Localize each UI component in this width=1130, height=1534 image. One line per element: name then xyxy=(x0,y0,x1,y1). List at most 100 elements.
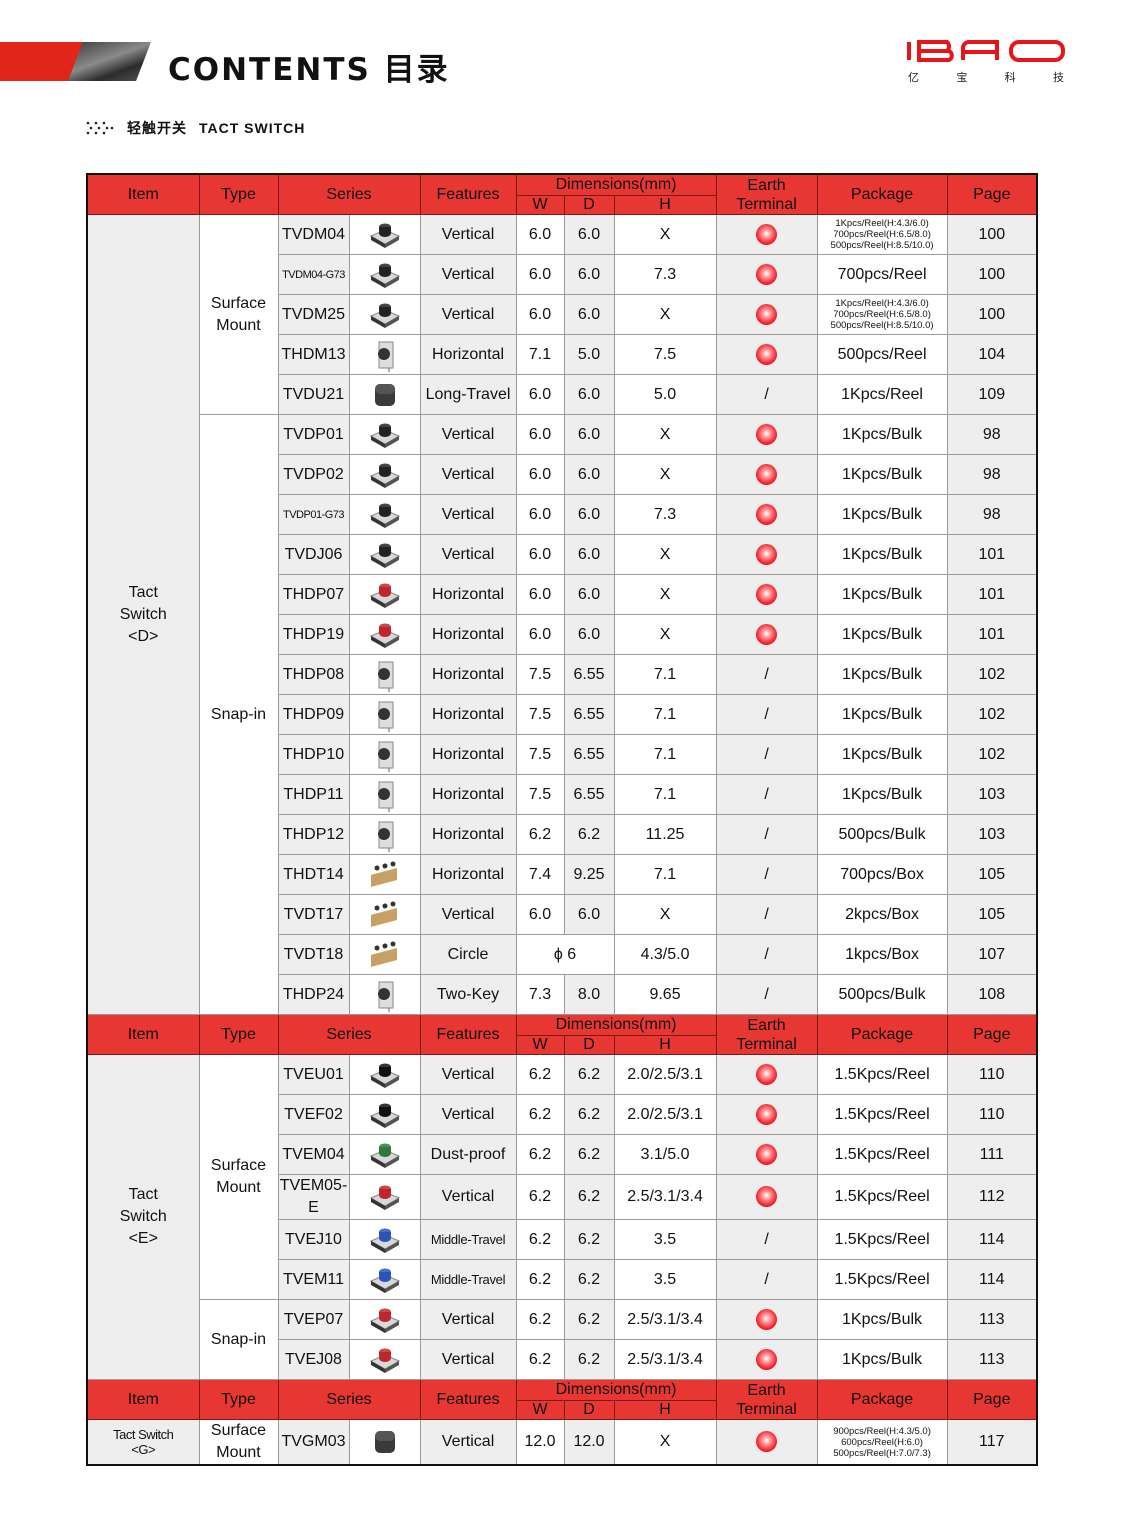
black-cap-switch-icon xyxy=(369,1103,400,1128)
dimension-w: 6.0 xyxy=(515,414,565,455)
dimension-h: X xyxy=(613,454,717,495)
product-image xyxy=(348,414,421,455)
product-image xyxy=(348,454,421,495)
page-number: 110 xyxy=(946,1094,1038,1135)
table-row: TVEJ10 Middle-Travel 6.2 6.2 3.5/1.5Kpcs/Ree… xyxy=(87,1219,1038,1260)
dimension-h: 3.5 xyxy=(613,1219,717,1260)
dimension-w: 6.2 xyxy=(515,814,565,855)
product-image xyxy=(348,614,421,655)
dimension-d: 6.2 xyxy=(563,1259,615,1300)
dimension-h: X xyxy=(613,614,717,655)
package-cell: 1Kpcs/Bulk xyxy=(816,694,948,735)
dimension-w: 6.0 xyxy=(515,534,565,575)
dimension-w: 6.0 xyxy=(515,454,565,495)
header-page: Page xyxy=(946,1014,1038,1055)
dip-black-switch-icon xyxy=(369,423,400,448)
earth-terminal-dot-icon xyxy=(756,463,778,485)
earth-terminal-cell xyxy=(715,574,818,615)
package-cell: 1Kpcs/Bulk xyxy=(816,414,948,455)
contents-table: Item Type Series Features Dimensions(mm) Eart… xyxy=(86,173,1039,1466)
features-cell: Vertical xyxy=(419,214,517,255)
features-cell: Horizontal xyxy=(419,574,517,615)
page-number: 101 xyxy=(946,534,1038,575)
table-row: TVEM04 Dust-proof 6.2 6.2 3.1/5.0 1.5Kpcs/Ree… xyxy=(87,1134,1038,1175)
dimension-d: 6.55 xyxy=(563,734,615,775)
earth-terminal-cell: / xyxy=(715,934,818,975)
package-cell: 1Kpcs/Reel(H:4.3/6.0) 700pcs/Reel(H:6.5/8… xyxy=(816,294,948,335)
page-number: 101 xyxy=(946,574,1038,615)
package-cell: 1Kpcs/Bulk xyxy=(816,1299,948,1340)
package-cell: 1Kpcs/Bulk xyxy=(816,614,948,655)
package-cell: 1Kpcs/Bulk xyxy=(816,534,948,575)
earth-terminal-dot-icon xyxy=(756,1348,778,1370)
page-number: 105 xyxy=(946,894,1038,935)
table-row: Tact Switch <D> Surface Mount TVDM04 Vertic… xyxy=(86,214,1038,1015)
product-image xyxy=(348,574,421,615)
features-cell: Circle xyxy=(419,934,517,975)
item-cell: Tact Switch <E> xyxy=(86,1054,200,1380)
dimension-w: 6.2 xyxy=(515,1259,565,1300)
product-image xyxy=(348,694,421,735)
dimension-h: X xyxy=(613,1419,717,1466)
package-cell: 900pcs/Reel(H:4.3/5.0) 600pcs/Reel(H:6.0)… xyxy=(816,1419,948,1466)
header-type: Type xyxy=(198,1014,279,1055)
header-earth: Earth Terminal xyxy=(715,1014,818,1055)
earth-terminal-cell: / xyxy=(715,654,818,695)
package-line: 500pcs/Reel(H:8.5/10.0) xyxy=(830,320,934,331)
page-number: 108 xyxy=(946,974,1038,1015)
table-row: Tact Switch <G> Surface Mount TVGM03 Vertic… xyxy=(86,1419,1038,1466)
product-image xyxy=(348,494,421,535)
type-cell: Surface Mount xyxy=(198,1419,279,1466)
dimension-d: 6.0 xyxy=(563,414,615,455)
series-name: TVEF02 xyxy=(277,1094,350,1135)
earth-terminal-dot-icon xyxy=(756,1063,778,1085)
type-cell: Snap-in xyxy=(198,1299,279,1380)
dimension-h: 7.5 xyxy=(613,334,717,375)
section-heading: 轻触开关 TACT SWITCH xyxy=(85,118,305,138)
earth-terminal-cell xyxy=(715,454,818,495)
header-d: D xyxy=(563,1035,615,1055)
features-cell: Vertical xyxy=(419,294,517,335)
item-cell: Tact Switch <G> xyxy=(86,1419,200,1466)
dimension-h: 5.0 xyxy=(613,374,717,415)
horizontal-switch-icon xyxy=(377,701,393,732)
dimension-d: 6.2 xyxy=(563,1339,615,1380)
smd-black-switch-icon xyxy=(369,263,400,288)
earth-terminal-cell: / xyxy=(715,814,818,855)
earth-terminal-cell xyxy=(715,614,818,655)
package-cell: 2kpcs/Box xyxy=(816,894,948,935)
table-row: TVDJ06 Vertical 6.0 6.0 X 1Kpcs/Bulk 101 xyxy=(87,534,1038,575)
earth-terminal-cell: / xyxy=(715,974,818,1015)
header-series: Series xyxy=(277,1379,421,1420)
dimension-d: 6.2 xyxy=(563,1174,615,1220)
square-cap-switch-icon xyxy=(374,1431,395,1453)
table-row: THDP24 Two-Key 7.3 8.0 9.65/500pcs/Bulk 108 xyxy=(87,974,1038,1015)
dimension-w: 6.2 xyxy=(515,1054,565,1095)
dimension-h: 11.25 xyxy=(613,814,717,855)
dimension-d: 6.2 xyxy=(563,1054,615,1095)
header-d: D xyxy=(563,195,615,215)
dimension-d: 6.0 xyxy=(563,254,615,295)
earth-terminal-dot-icon xyxy=(756,543,778,565)
dimension-d: 6.0 xyxy=(563,494,615,535)
dimension-d: 6.0 xyxy=(563,894,615,935)
package-cell: 500pcs/Bulk xyxy=(816,974,948,1015)
dimension-w: 6.2 xyxy=(515,1094,565,1135)
square-cap-switch-icon xyxy=(374,383,395,406)
dimension-d: 6.55 xyxy=(563,694,615,735)
series-name: TVEU01 xyxy=(277,1054,350,1095)
header-series: Series xyxy=(277,173,421,215)
features-cell: Vertical xyxy=(419,454,517,495)
header-type: Type xyxy=(198,173,279,215)
features-cell: Horizontal xyxy=(419,614,517,655)
dimension-d: 5.0 xyxy=(563,334,615,375)
earth-terminal-dot-icon xyxy=(756,343,778,365)
series-name: TVEP07 xyxy=(277,1299,350,1340)
package-cell: 1Kpcs/Bulk xyxy=(816,654,948,695)
horizontal-switch-icon xyxy=(377,741,393,772)
table-row: TVDP02 Vertical 6.0 6.0 X 1Kpcs/Bulk 98 xyxy=(87,454,1038,495)
product-image xyxy=(348,1259,421,1300)
header-h: H xyxy=(613,1035,717,1055)
